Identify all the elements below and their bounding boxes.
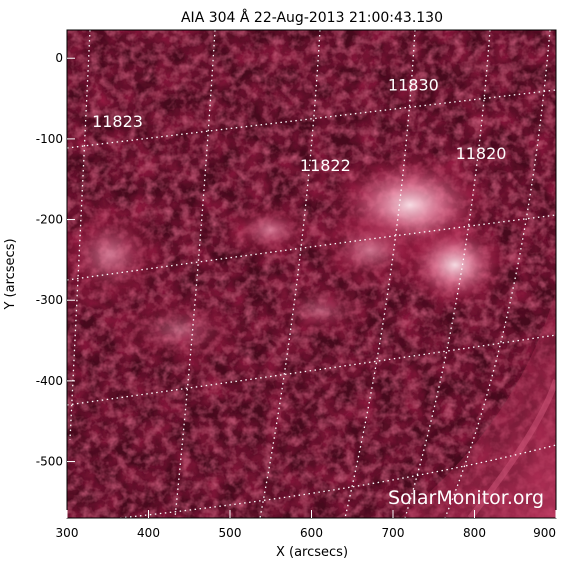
grid-longitude-line	[344, 30, 416, 518]
y-tick-label: -400	[36, 374, 63, 388]
grid-latitude-line	[67, 334, 556, 406]
grid-longitude-line	[69, 30, 91, 441]
y-tick-label: -100	[36, 132, 63, 146]
grid-latitude-line	[67, 89, 556, 149]
solar-image	[67, 30, 556, 518]
y-axis: 0 -100 -200 -300 -400 -500	[36, 51, 75, 469]
active-region-label: 11822	[300, 156, 351, 175]
grid-latitude-line	[67, 214, 556, 281]
active-region-label: 11823	[92, 112, 143, 131]
y-tick-label: 0	[55, 51, 63, 65]
x-tick-label: 300	[56, 526, 79, 540]
active-region-label: 11820	[456, 144, 507, 163]
x-axis-label: X (arcsecs)	[276, 545, 348, 560]
active-region-labels: 11830 11823 11822 11820	[92, 75, 506, 175]
grid-longitude-line	[259, 30, 321, 518]
watermark: SolarMonitor.org	[388, 487, 544, 509]
grid-longitude-line	[444, 30, 551, 518]
y-tick-label: -500	[36, 455, 63, 469]
x-tick-label: 400	[137, 526, 160, 540]
x-tick-label: 600	[300, 526, 323, 540]
x-axis: 300 400 500 600 700 800 900	[56, 510, 557, 540]
x-tick-label: 900	[533, 526, 556, 540]
y-tick-label: -300	[36, 293, 63, 307]
x-tick-label: 800	[463, 526, 486, 540]
grid-latitude-line	[119, 444, 556, 518]
grid-longitude-line	[174, 30, 216, 518]
heliographic-grid	[67, 30, 556, 518]
x-tick-label: 700	[382, 526, 405, 540]
figure-title: AIA 304 Å 22-Aug-2013 21:00:43.130	[181, 9, 443, 26]
x-tick-label: 500	[219, 526, 242, 540]
active-region-label: 11830	[388, 75, 439, 94]
y-tick-label: -200	[36, 213, 63, 227]
y-axis-label: Y (arcsecs)	[3, 238, 18, 310]
